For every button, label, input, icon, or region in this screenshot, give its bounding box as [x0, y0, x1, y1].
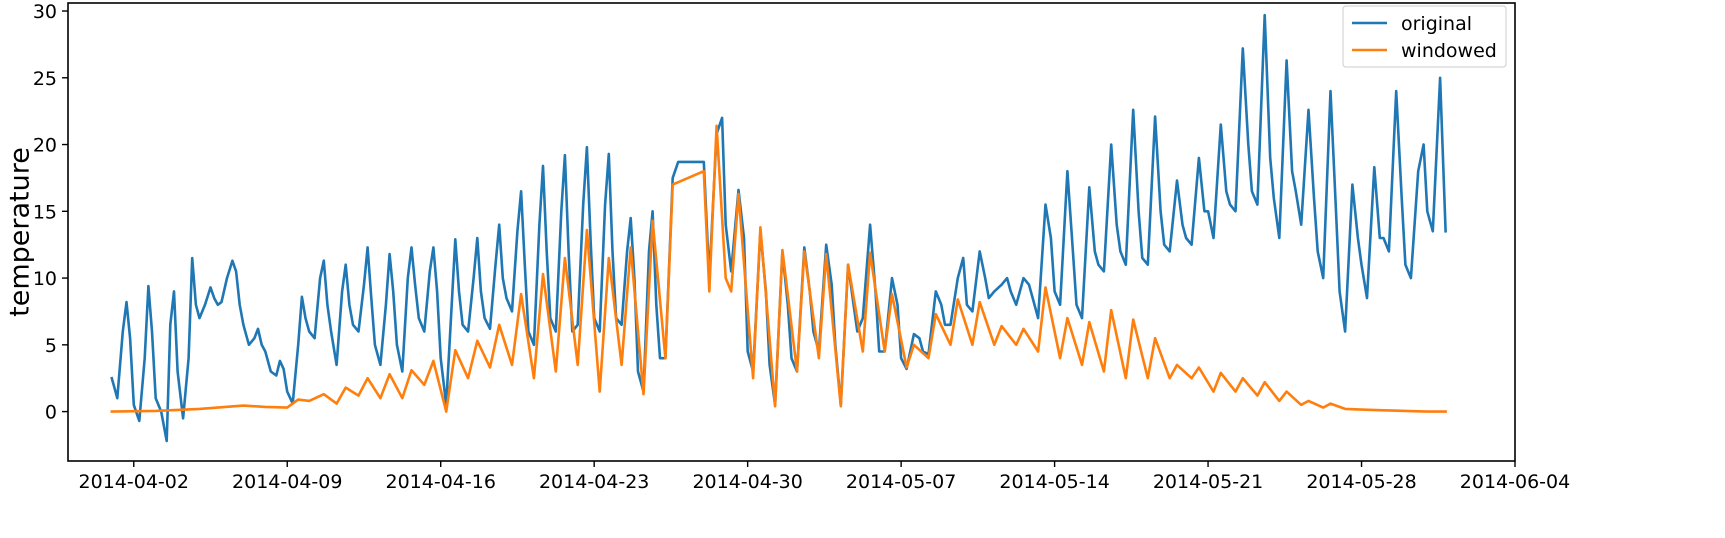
- x-tick-label: 2014-05-14: [999, 471, 1109, 493]
- y-axis: 0 5 10 15 20 25 30: [33, 1, 68, 424]
- series-line-original: [110, 13, 1447, 443]
- x-tick-label: 2014-05-28: [1306, 471, 1416, 493]
- plot-area: [110, 13, 1447, 443]
- series-line-windowed: [110, 124, 1447, 413]
- y-tick-label: 0: [45, 402, 57, 424]
- y-tick-label: 10: [33, 268, 57, 290]
- legend-label-original: original: [1401, 13, 1472, 35]
- x-tick-label: 2014-05-07: [846, 471, 956, 493]
- x-tick-label: 2014-05-21: [1153, 471, 1263, 493]
- legend-box: [1342, 5, 1507, 68]
- y-axis-title: temperature: [5, 147, 36, 317]
- y-tick-label: 5: [45, 335, 57, 357]
- y-tick-label: 20: [33, 135, 57, 157]
- legend-label-windowed: windowed: [1401, 40, 1497, 62]
- y-tick-label: 30: [33, 1, 57, 23]
- y-tick-label: 15: [33, 201, 57, 223]
- x-axis: 2014-04-02 2014-04-09 2014-04-16 2014-04-23…: [79, 461, 1570, 493]
- x-tick-label: 2014-04-23: [539, 471, 649, 493]
- axes-frame: [67, 2, 1516, 462]
- y-tick-label: 25: [33, 68, 57, 90]
- x-tick-label: 2014-06-04: [1460, 471, 1570, 493]
- x-tick-label: 2014-04-16: [386, 471, 496, 493]
- x-tick-label: 2014-04-09: [232, 471, 342, 493]
- x-tick-label: 2014-04-02: [79, 471, 189, 493]
- x-tick-label: 2014-04-30: [692, 471, 802, 493]
- legend: original windowed: [1342, 5, 1507, 68]
